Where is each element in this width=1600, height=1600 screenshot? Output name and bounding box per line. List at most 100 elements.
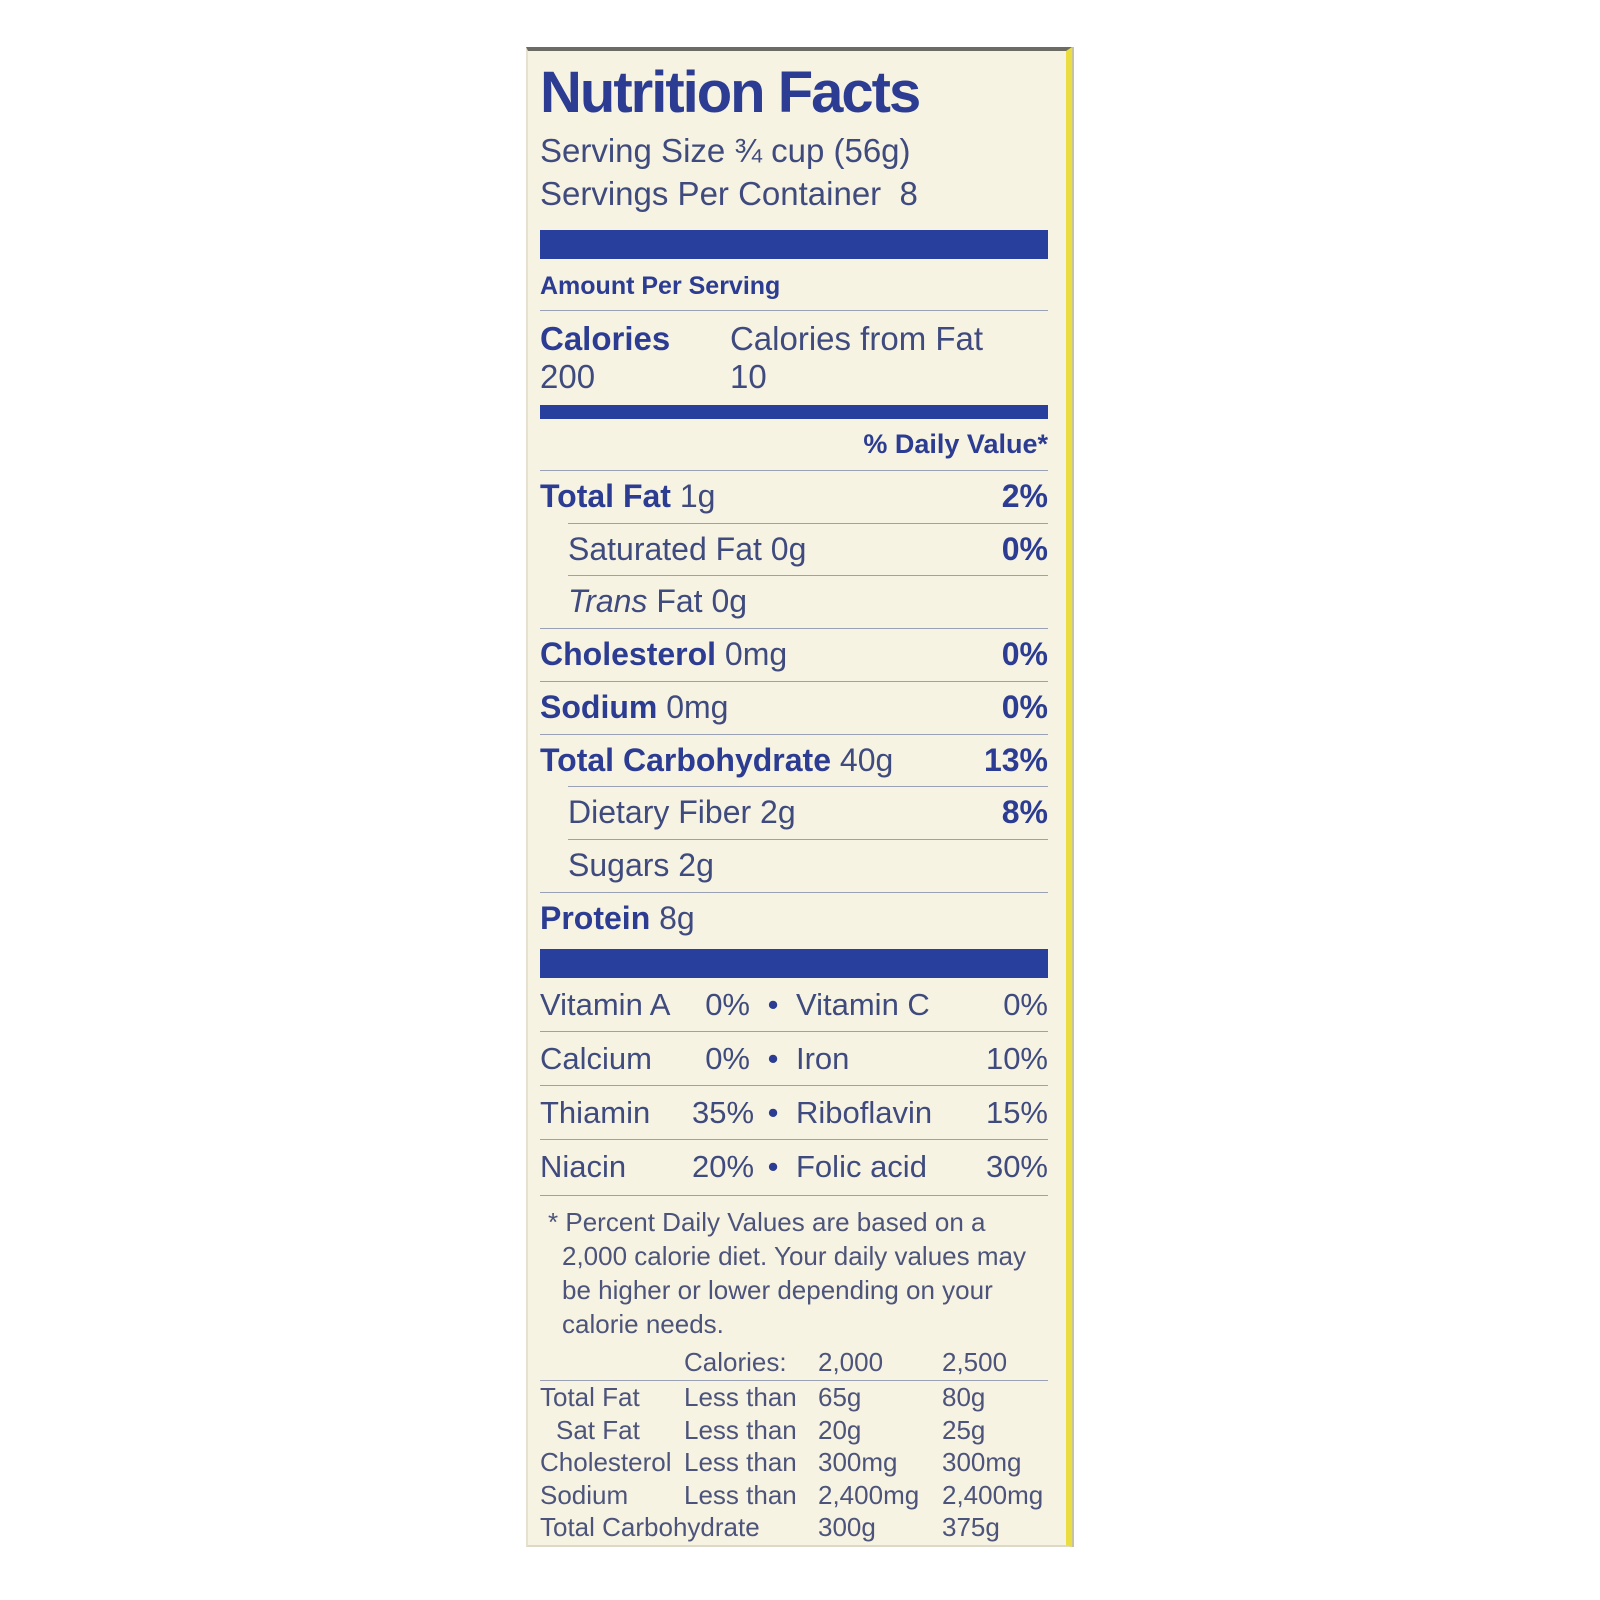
table-header-2500: 2,500 (942, 1346, 1008, 1377)
table-cell-2500: 375g (942, 1512, 1000, 1543)
footnote-text: Percent Daily Values are based on a 2,00… (562, 1207, 1026, 1339)
table-cell-2500: 2,400mg (942, 1479, 1044, 1510)
micronutrient-name: Niacin (540, 1149, 627, 1185)
nutrient-row-total-fat: Total Fat 1g 2% (540, 469, 1048, 523)
table-cell-name: Dietary Fiber (540, 1544, 705, 1546)
nutrient-name: Dietary Fiber (568, 794, 752, 831)
table-row-dietary-fiber: Dietary Fiber 25g 30g (540, 1544, 1048, 1546)
micronutrient-row-vitamin-a-c: Vitamin A 0% • Vitamin C 0% (540, 978, 1048, 1031)
micronutrient-value: 15% (985, 1095, 1048, 1131)
nutrient-row-saturated-fat: Saturated Fat 0g 0% (568, 522, 1048, 576)
micronutrient-name: Riboflavin (796, 1095, 933, 1131)
bullet-separator: • (767, 1040, 779, 1076)
table-cell-2000: 25g (818, 1544, 938, 1546)
dv-reference-table: Calories: 2,000 2,500 Total Fat Less tha… (540, 1346, 1048, 1546)
table-cell-qualifier: Less than (684, 1479, 797, 1510)
nutrient-name: Sugars (568, 847, 670, 884)
nutrition-facts-label: Nutrition Facts Serving Size ¾ cup (56g)… (526, 47, 1072, 1547)
nutrient-row-sugars: Sugars 2g (568, 839, 1048, 892)
nutrient-amount: 40g (839, 741, 894, 778)
bullet-separator: • (767, 1095, 779, 1131)
table-cell-name: Total Fat (540, 1382, 640, 1413)
table-row-total-fat: Total Fat Less than 65g 80g (540, 1381, 1048, 1414)
micronutrient-name: Calcium (540, 1040, 652, 1076)
table-cell-2500: 80g (942, 1382, 986, 1413)
micronutrient-name: Vitamin A (540, 986, 671, 1022)
micronutrient-name: Vitamin C (796, 986, 930, 1022)
table-cell-qualifier: Less than (684, 1382, 797, 1413)
table-cell-qualifier: Less than (684, 1447, 797, 1478)
calories-label: Calories (540, 319, 671, 357)
label-title: Nutrition Facts (540, 60, 921, 125)
footnote-marker: * (548, 1207, 559, 1238)
table-cell-name: Sat Fat (556, 1414, 640, 1445)
table-cell-name: Sodium (540, 1479, 629, 1510)
nutrient-amount: 0g (711, 583, 748, 620)
nutrient-row-cholesterol: Cholesterol 0mg 0% (540, 628, 1048, 681)
nutrient-dv: 2% (1001, 477, 1048, 514)
table-cell-2000: 65g (818, 1382, 862, 1413)
separator-bar-top (540, 229, 1048, 259)
table-row-cholesterol: Cholesterol Less than 300mg 300mg (540, 1446, 1048, 1479)
micronutrient-row-calcium-iron: Calcium 0% • Iron 10% (540, 1030, 1048, 1085)
table-row-sat-fat: Sat Fat Less than 20g 25g (540, 1414, 1048, 1447)
separator-bar-calories (540, 404, 1048, 419)
table-cell-2000: 300g (818, 1512, 876, 1543)
nutrient-name: Cholesterol (540, 636, 717, 673)
micronutrient-value: 35% (692, 1095, 755, 1131)
table-cell-2000: 300mg (818, 1447, 898, 1478)
table-cell-qualifier (684, 1511, 814, 1544)
table-header-row: Calories: 2,000 2,500 (540, 1346, 1048, 1382)
servings-per-container: Servings Per Container 8 (540, 175, 918, 213)
table-cell-2500: 25g (942, 1414, 986, 1445)
nutrient-dv: 13% (983, 741, 1048, 778)
calories-row: Calories 200 Calories from Fat 10 (540, 309, 1048, 405)
micronutrient-value: 0% (705, 1040, 750, 1076)
nutrient-name: Saturated Fat (568, 530, 762, 567)
serving-size: Serving Size ¾ cup (56g) (540, 132, 911, 170)
table-cell-name: Total Carbohydrate (540, 1512, 760, 1543)
amount-per-serving-label: Amount Per Serving (540, 271, 781, 300)
calories-from-fat: Calories from Fat 10 (729, 319, 984, 395)
nutrient-name: Fat (656, 583, 703, 620)
nutrient-row-trans-fat: Trans Fat 0g (568, 575, 1048, 628)
separator-bar-vitamins (540, 948, 1048, 978)
table-header-2000: 2,000 (818, 1346, 884, 1377)
nutrient-name-italic: Trans (568, 583, 648, 620)
nutrient-row-total-carbohydrate: Total Carbohydrate 40g 13% (540, 733, 1048, 787)
nutrient-name: Sodium (540, 688, 658, 725)
table-row-sodium: Sodium Less than 2,400mg 2,400mg (540, 1479, 1048, 1512)
table-header-calories: Calories: (684, 1346, 787, 1377)
table-cell-2000: 20g (818, 1414, 862, 1445)
nutrient-row-sodium: Sodium 0mg 0% (540, 680, 1048, 734)
micronutrient-value: 10% (985, 1040, 1048, 1076)
calories-value: 200 (540, 357, 596, 395)
table-cell-2500: 30g (942, 1544, 1048, 1546)
table-cell-qualifier: Less than (684, 1414, 797, 1445)
nutrient-amount: 0mg (724, 636, 788, 673)
micronutrient-value: 0% (705, 986, 750, 1022)
micronutrient-row-niacin-folic-acid: Niacin 20% • Folic acid 30% (540, 1139, 1048, 1193)
nutrient-dv: 8% (1001, 794, 1048, 831)
micronutrient-name: Iron (796, 1040, 850, 1076)
nutrient-name: Total Carbohydrate (540, 741, 831, 778)
micronutrient-value: 30% (985, 1149, 1048, 1185)
table-cell-qualifier (684, 1544, 814, 1545)
micronutrient-value: 0% (1003, 986, 1048, 1022)
bullet-separator: • (767, 1149, 779, 1185)
nutrient-amount: 1g (679, 477, 716, 514)
table-cell-name: Cholesterol (540, 1447, 672, 1478)
nutrient-name: Total Fat (540, 477, 671, 514)
calories-left: Calories 200 (540, 320, 730, 396)
nutrient-amount: 8g (659, 899, 695, 936)
nutrient-dv: 0% (1001, 688, 1048, 725)
nutrient-row-protein: Protein 8g (540, 891, 1048, 945)
nutrient-row-dietary-fiber: Dietary Fiber 2g 8% (568, 786, 1048, 839)
micronutrient-value: 20% (692, 1149, 755, 1185)
table-row-total-carbohydrate: Total Carbohydrate 300g 375g (540, 1511, 1048, 1544)
nutrient-dv: 0% (1001, 636, 1048, 673)
micronutrient-row-thiamin-riboflavin: Thiamin 35% • Riboflavin 15% (540, 1085, 1048, 1139)
daily-value-footnote: * Percent Daily Values are based on a 2,… (540, 1195, 1048, 1345)
table-cell-2500: 300mg (942, 1447, 1022, 1478)
nutrient-name: Protein (540, 899, 651, 936)
